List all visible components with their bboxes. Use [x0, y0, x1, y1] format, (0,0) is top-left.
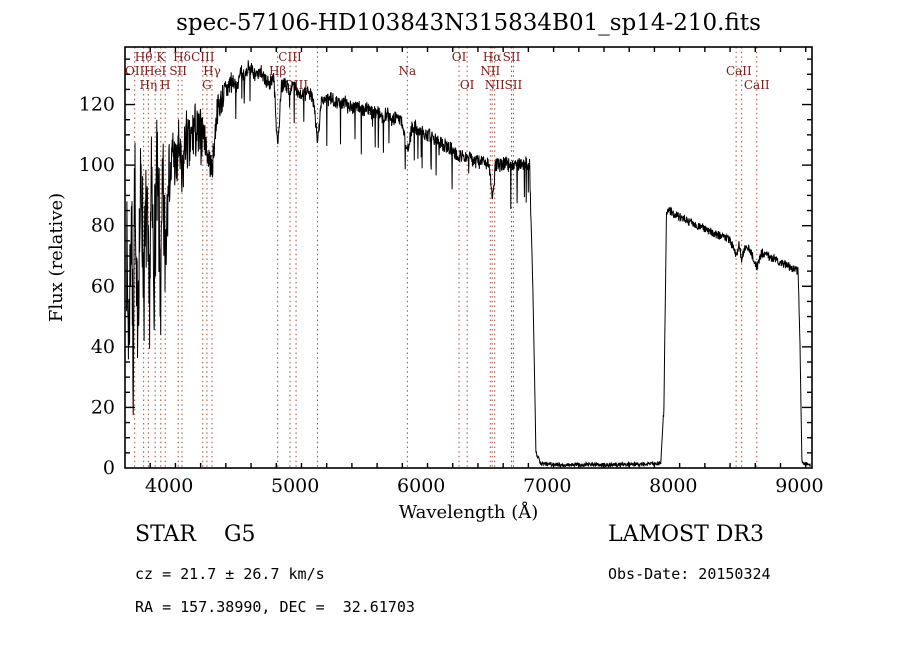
- spectral-line-label: G: [202, 78, 212, 92]
- spectral-line-label: OI: [460, 78, 475, 92]
- x-tick-label: 4000: [145, 475, 193, 497]
- coordinates-label: RA = 157.38990, DEC = 32.61703: [135, 598, 415, 616]
- y-tick-label: 60: [91, 275, 115, 297]
- spectral-line-label: H: [160, 78, 170, 92]
- spectral-line-label: OI: [452, 50, 467, 64]
- y-tick-label: 100: [79, 154, 115, 176]
- y-tick-label: 40: [91, 336, 115, 358]
- spectral-line-label: Na: [399, 64, 417, 78]
- spectral-line-label: SII: [505, 78, 523, 92]
- spectral-line-label: Hθ: [135, 50, 153, 64]
- x-tick-label: 7000: [523, 475, 571, 497]
- y-tick-label: 0: [103, 457, 115, 479]
- spectral-line-label: OII: [125, 64, 145, 78]
- redshift-velocity-label: cz = 21.7 ± 26.7 km/s: [135, 565, 325, 583]
- x-tick-label: 9000: [775, 475, 823, 497]
- spectral-line-label: K: [156, 50, 166, 64]
- spectral-line-label: Hβ: [269, 64, 286, 78]
- spectral-line-label: Hδ: [173, 50, 191, 64]
- spectral-line-label: SII: [503, 50, 521, 64]
- spectral-line-label: SII: [169, 64, 187, 78]
- chart-title: spec-57106-HD103843N315834B01_sp14-210.f…: [176, 10, 761, 36]
- spectral-line-label: Hη: [139, 78, 157, 92]
- plot-frame: [124, 46, 813, 469]
- y-axis-label: Flux (relative): [46, 193, 67, 322]
- obs-date-label: Obs-Date: 20150324: [608, 565, 771, 583]
- y-tick-label: 80: [91, 215, 115, 237]
- spectral-line-label: CIII: [191, 50, 215, 64]
- spectral-line-label: CIII: [278, 50, 302, 64]
- spectral-line-label: CaII: [726, 64, 752, 78]
- spectral-line-label: Hα: [483, 50, 502, 64]
- spectral-line-label: Hγ: [203, 64, 221, 78]
- spectral-line-label: NII: [480, 64, 500, 78]
- survey-release-label: LAMOST DR3: [608, 522, 764, 547]
- x-tick-label: 6000: [397, 475, 445, 497]
- spectral-line-label: NII: [485, 78, 505, 92]
- spectral-line-label: HeI: [144, 64, 167, 78]
- spectral-line-label: CaII: [744, 78, 770, 92]
- y-tick-label: 20: [91, 396, 115, 418]
- y-tick-label: 120: [79, 94, 115, 116]
- object-class-label: STAR G5: [135, 522, 256, 547]
- x-axis-label: Wavelength (Å): [399, 501, 539, 523]
- x-tick-label: 5000: [271, 475, 319, 497]
- x-tick-label: 8000: [649, 475, 697, 497]
- spectrum-trace: [125, 60, 811, 469]
